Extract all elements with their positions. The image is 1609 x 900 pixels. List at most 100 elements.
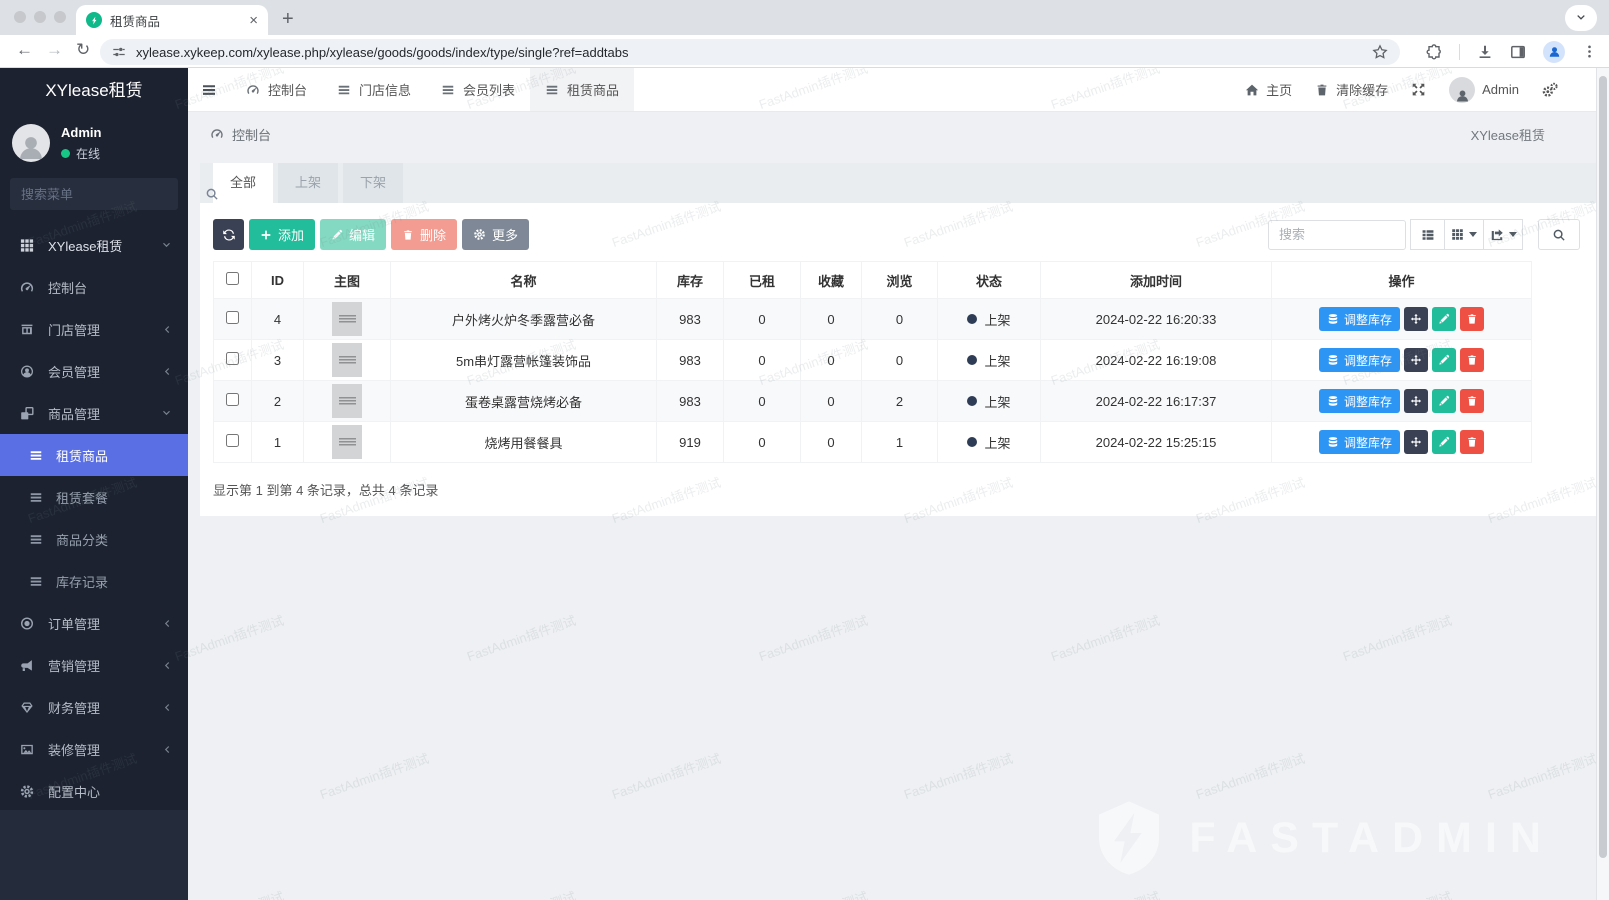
user-panel[interactable]: Admin 在线	[0, 114, 188, 170]
goods-thumbnail[interactable]	[332, 384, 362, 418]
adjust-stock-button[interactable]: 调整库存	[1318, 389, 1400, 413]
nav-tab-2[interactable]: 会员列表	[426, 68, 530, 111]
search-toggle-button[interactable]	[1538, 219, 1580, 250]
toggle-sidebar-button[interactable]	[188, 82, 231, 98]
address-bar[interactable]: xylease.xykeep.com/xylease.php/xylease/g…	[100, 39, 1400, 65]
sidebar-item-12[interactable]: 装修管理	[0, 728, 188, 770]
bookmark-star-icon[interactable]	[1372, 44, 1388, 60]
more-button[interactable]: 更多	[462, 219, 530, 250]
filter-tab-0[interactable]: 全部	[213, 163, 274, 203]
sidebar-item-label: 租赁商品	[56, 448, 109, 464]
page-scrollbar[interactable]	[1596, 68, 1609, 900]
menu-search-input[interactable]	[21, 186, 197, 202]
site-controls-icon[interactable]	[112, 45, 126, 59]
sidebar-item-8[interactable]: 库存记录	[0, 560, 188, 602]
row-checkbox[interactable]	[226, 434, 239, 447]
drag-sort-button[interactable]	[1404, 348, 1428, 372]
nav-tab-3[interactable]: 租赁商品	[530, 68, 635, 111]
status-badge: 上架	[967, 433, 1011, 452]
menu-search-box[interactable]	[10, 178, 218, 210]
refresh-button[interactable]	[213, 219, 244, 250]
sidebar-item-10[interactable]: 营销管理	[0, 644, 188, 686]
tab-close-icon[interactable]: ×	[249, 11, 258, 29]
close-window-button[interactable]	[14, 11, 26, 23]
row-checkbox[interactable]	[226, 311, 239, 324]
delete-row-button[interactable]	[1460, 348, 1484, 372]
export-button[interactable]	[1483, 219, 1523, 250]
settings-cogs-icon[interactable]	[1542, 82, 1558, 98]
sidebar-item-4[interactable]: 商品管理	[0, 392, 188, 434]
adjust-stock-button[interactable]: 调整库存	[1318, 430, 1400, 454]
sidebar-item-9[interactable]: 订单管理	[0, 602, 188, 644]
sidebar-item-5[interactable]: 租赁商品	[0, 434, 188, 476]
sidebar-item-7[interactable]: 商品分类	[0, 518, 188, 560]
tab-search-button[interactable]	[1565, 5, 1597, 31]
delete-button[interactable]: 删除	[391, 219, 458, 250]
browser-tab[interactable]: 租赁商品 ×	[76, 5, 268, 35]
goods-thumbnail[interactable]	[332, 302, 362, 336]
edit-row-button[interactable]	[1432, 348, 1456, 372]
drag-sort-button[interactable]	[1404, 430, 1428, 454]
filter-tab-1[interactable]: 上架	[278, 163, 339, 203]
watermark-text: FastAdmin插件测试	[1048, 886, 1162, 900]
columns-button[interactable]	[1444, 219, 1484, 250]
sidebar-item-6[interactable]: 租赁套餐	[0, 476, 188, 518]
sidebar-item-3[interactable]: 会员管理	[0, 350, 188, 392]
browser-menu-icon[interactable]	[1582, 44, 1597, 59]
drag-sort-button[interactable]	[1404, 389, 1428, 413]
side-panel-icon[interactable]	[1510, 44, 1526, 60]
delete-row-button[interactable]	[1460, 430, 1484, 454]
select-all-checkbox[interactable]	[226, 272, 239, 285]
row-checkbox[interactable]	[226, 393, 239, 406]
table-search-input[interactable]	[1268, 219, 1406, 250]
add-button[interactable]: 添加	[249, 219, 316, 250]
sidebar-item-2[interactable]: 门店管理	[0, 308, 188, 350]
edit-row-button[interactable]	[1432, 430, 1456, 454]
row-checkbox[interactable]	[226, 352, 239, 365]
forward-button[interactable]: →	[46, 40, 63, 59]
list-icon	[29, 448, 43, 463]
grid-icon	[19, 238, 35, 253]
fullscreen-icon[interactable]	[1411, 82, 1426, 97]
back-button[interactable]: ←	[16, 40, 33, 59]
sidebar-item-0[interactable]: XYlease租赁	[0, 224, 188, 266]
admin-user-menu[interactable]: Admin	[1449, 76, 1519, 103]
adjust-stock-button[interactable]: 调整库存	[1318, 348, 1400, 372]
cell-views: 2	[861, 380, 938, 422]
nav-tab-1[interactable]: 门店信息	[322, 68, 426, 111]
reload-button[interactable]: ↻	[76, 40, 91, 59]
delete-row-button[interactable]	[1460, 389, 1484, 413]
delete-row-button[interactable]	[1460, 307, 1484, 331]
home-link[interactable]: 主页	[1245, 80, 1292, 99]
detail-view-button[interactable]	[1410, 219, 1445, 250]
sidebar-item-13[interactable]: 配置中心	[0, 770, 188, 812]
zoom-window-button[interactable]	[54, 11, 66, 23]
drag-sort-button[interactable]	[1404, 307, 1428, 331]
minimize-window-button[interactable]	[34, 11, 46, 23]
window-controls[interactable]	[14, 11, 66, 23]
downloads-icon[interactable]	[1477, 44, 1493, 60]
move-icon	[1410, 313, 1422, 325]
breadcrumb-current[interactable]: 控制台	[232, 127, 272, 143]
clear-cache-button[interactable]: 清除缓存	[1315, 80, 1388, 99]
sidebar-item-1[interactable]: 控制台	[0, 266, 188, 308]
scrollbar-thumb[interactable]	[1599, 76, 1607, 858]
new-tab-button[interactable]: +	[282, 8, 294, 30]
nav-tab-0[interactable]: 控制台	[231, 68, 322, 111]
adjust-stock-button[interactable]: 调整库存	[1318, 307, 1400, 331]
detail-view-icon	[1421, 228, 1435, 242]
table-row: 1 烧烤用餐餐具 919 0 0 1 上架 2024-02-22 15:25:15 调整库存	[213, 421, 1532, 463]
filter-tab-2[interactable]: 下架	[343, 163, 404, 203]
extensions-icon[interactable]	[1426, 43, 1442, 60]
goods-thumbnail[interactable]	[332, 343, 362, 377]
status-badge: 上架	[967, 310, 1011, 329]
sidebar-item-11[interactable]: 财务管理	[0, 686, 188, 728]
goods-thumbnail[interactable]	[332, 425, 362, 459]
column-header: 添加时间	[1040, 261, 1272, 299]
edit-row-button[interactable]	[1432, 389, 1456, 413]
online-dot-icon	[61, 148, 70, 158]
browser-profile-avatar[interactable]	[1543, 40, 1565, 63]
edit-row-button[interactable]	[1432, 307, 1456, 331]
column-header: 状态	[937, 261, 1041, 299]
edit-button[interactable]: 编辑	[320, 219, 387, 250]
